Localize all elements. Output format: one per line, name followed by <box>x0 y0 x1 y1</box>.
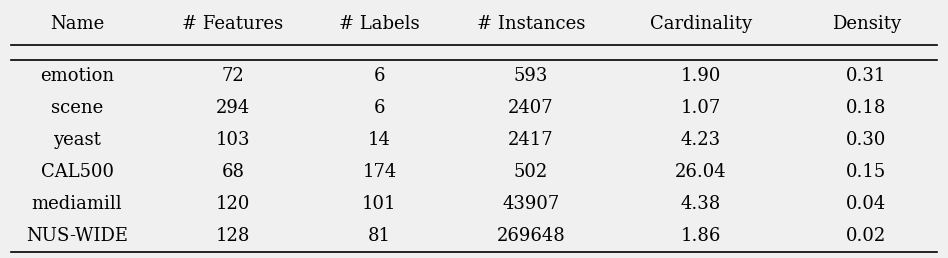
Text: # Labels: # Labels <box>339 15 420 33</box>
Text: 1.07: 1.07 <box>681 99 721 117</box>
Text: 502: 502 <box>514 163 548 181</box>
Text: emotion: emotion <box>40 67 114 85</box>
Text: Density: Density <box>831 15 901 33</box>
Text: 0.04: 0.04 <box>847 195 886 213</box>
Text: NUS-WIDE: NUS-WIDE <box>26 227 128 245</box>
Text: 6: 6 <box>374 67 385 85</box>
Text: mediamill: mediamill <box>31 195 122 213</box>
Text: 81: 81 <box>368 227 391 245</box>
Text: Cardinality: Cardinality <box>649 15 752 33</box>
Text: 174: 174 <box>362 163 396 181</box>
Text: 593: 593 <box>514 67 548 85</box>
Text: 101: 101 <box>362 195 396 213</box>
Text: 4.38: 4.38 <box>681 195 721 213</box>
Text: Name: Name <box>50 15 104 33</box>
Text: yeast: yeast <box>53 131 100 149</box>
Text: CAL500: CAL500 <box>41 163 114 181</box>
Text: 2417: 2417 <box>508 131 554 149</box>
Text: 128: 128 <box>216 227 250 245</box>
Text: 4.23: 4.23 <box>681 131 720 149</box>
Text: scene: scene <box>51 99 103 117</box>
Text: 14: 14 <box>368 131 391 149</box>
Text: 0.18: 0.18 <box>846 99 886 117</box>
Text: 1.90: 1.90 <box>681 67 721 85</box>
Text: # Instances: # Instances <box>477 15 585 33</box>
Text: 26.04: 26.04 <box>675 163 727 181</box>
Text: 1.86: 1.86 <box>681 227 721 245</box>
Text: 43907: 43907 <box>502 195 559 213</box>
Text: # Features: # Features <box>182 15 283 33</box>
Text: 72: 72 <box>222 67 245 85</box>
Text: 0.30: 0.30 <box>846 131 886 149</box>
Text: 294: 294 <box>216 99 250 117</box>
Text: 68: 68 <box>222 163 245 181</box>
Text: 6: 6 <box>374 99 385 117</box>
Text: 0.02: 0.02 <box>847 227 886 245</box>
Text: 0.15: 0.15 <box>847 163 886 181</box>
Text: 269648: 269648 <box>497 227 565 245</box>
Text: 0.31: 0.31 <box>846 67 886 85</box>
Text: 120: 120 <box>216 195 250 213</box>
Text: 2407: 2407 <box>508 99 554 117</box>
Text: 103: 103 <box>216 131 250 149</box>
